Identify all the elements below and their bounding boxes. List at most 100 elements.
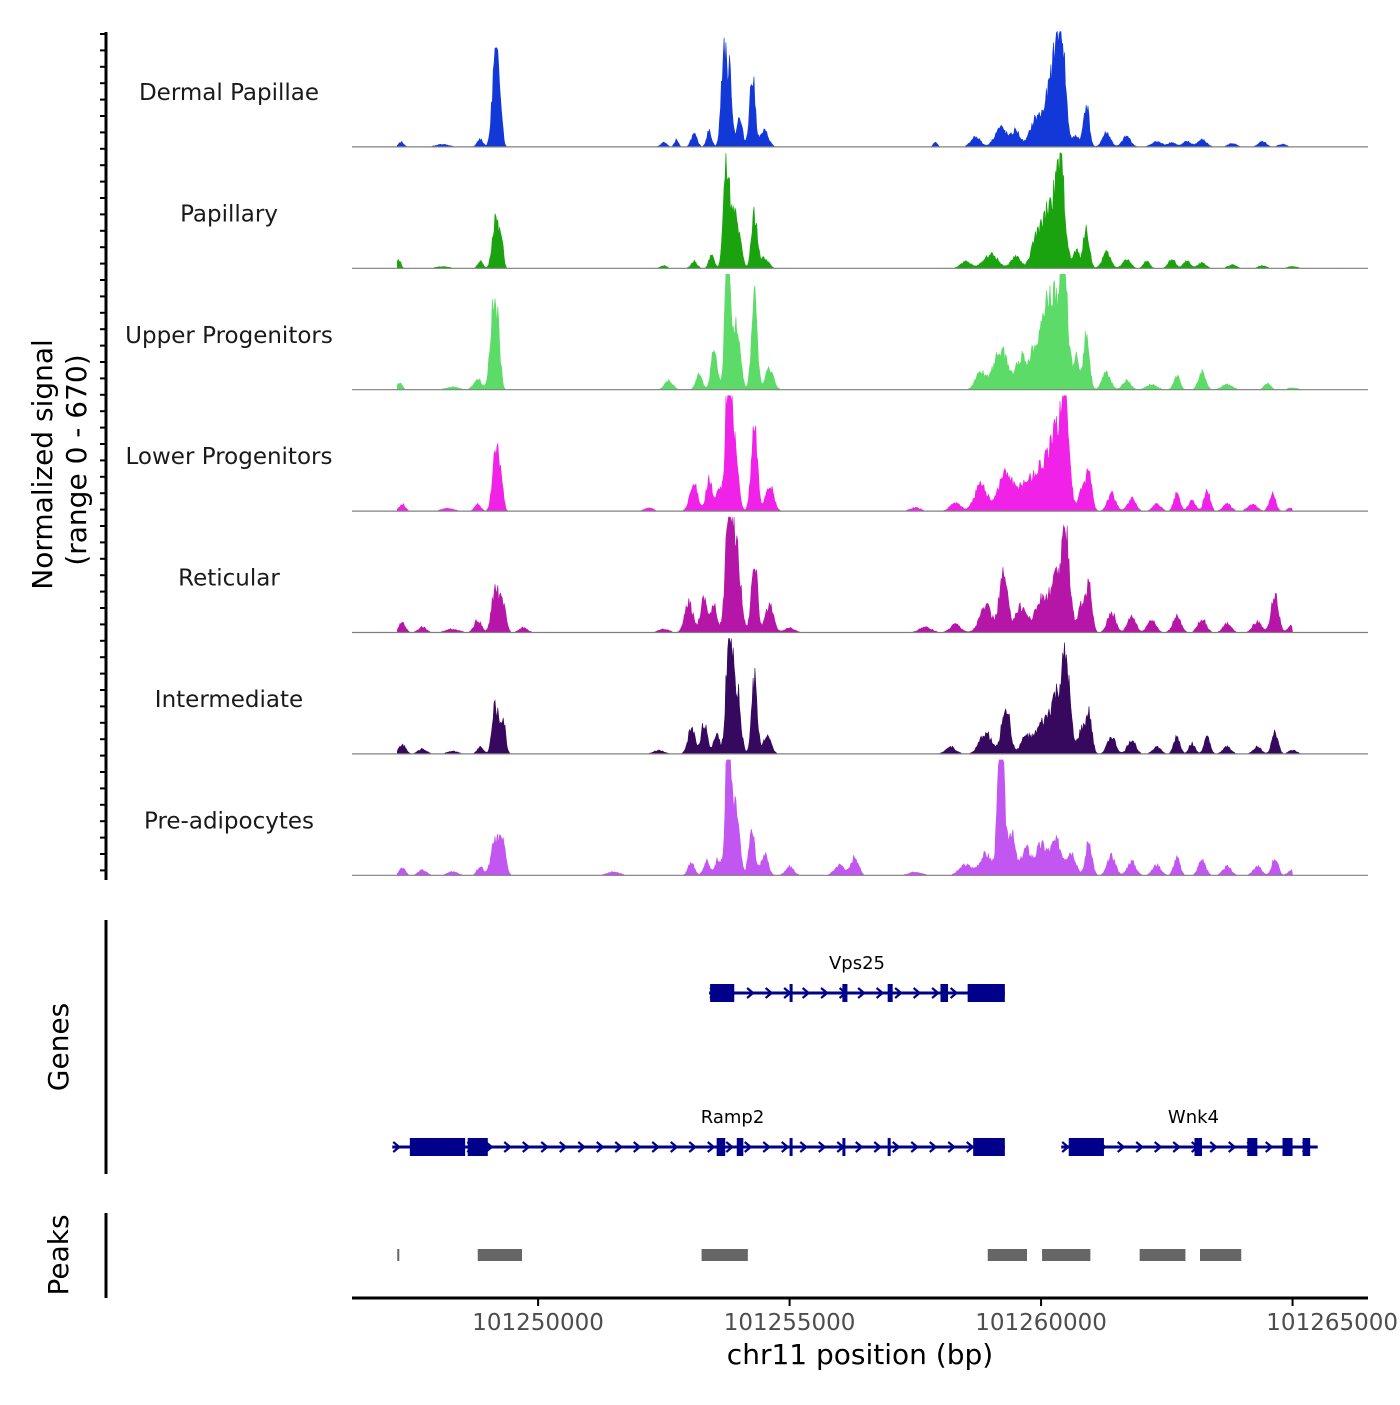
track-pre-adipocytes: Pre-adipocytes xyxy=(144,759,1368,876)
strand-arrow xyxy=(392,1141,401,1153)
track-label: Upper Progenitors xyxy=(125,323,333,349)
peak-region xyxy=(1139,1249,1186,1261)
track-label: Pre-adipocytes xyxy=(144,808,314,834)
track-signal-area xyxy=(397,274,1303,390)
strand-arrow xyxy=(875,987,885,999)
x-tick-label: 101255000 xyxy=(724,1310,856,1336)
gene-ramp2: Ramp2 xyxy=(392,1107,1005,1156)
gene-name-label: Ramp2 xyxy=(701,1107,765,1128)
strand-arrow xyxy=(1116,1141,1126,1153)
strand-arrow xyxy=(577,1141,586,1153)
strand-arrow xyxy=(799,1141,808,1153)
track-label: Intermediate xyxy=(155,687,303,713)
strand-arrow xyxy=(855,1141,864,1153)
strand-arrow xyxy=(670,1141,679,1153)
track-signal-area xyxy=(397,152,1343,269)
track-label: Lower Progenitors xyxy=(126,444,333,470)
gene-exon xyxy=(716,1138,726,1156)
strand-arrow xyxy=(818,1141,827,1153)
strand-arrow xyxy=(820,987,829,999)
signal-tracks: Dermal Papillae Papillary Upper Progenitor… xyxy=(125,30,1368,876)
gene-exon xyxy=(1302,1138,1311,1156)
peak-region xyxy=(397,1249,400,1261)
x-axis: 101250000 101255000 101260000 101265000 chr… xyxy=(352,1296,1398,1371)
peak-region xyxy=(701,1249,748,1261)
x-tick-label: 101250000 xyxy=(472,1310,604,1336)
strand-arrow xyxy=(892,1141,901,1153)
peak-region xyxy=(477,1249,523,1261)
strand-arrow xyxy=(857,987,866,999)
x-axis-ticks: 101250000 101255000 101260000 101265000 xyxy=(472,1298,1398,1336)
track-papillary: Papillary xyxy=(180,152,1368,269)
strand-arrow xyxy=(894,987,903,999)
strand-arrow xyxy=(966,1141,975,1153)
track-dermal-papillae: Dermal Papillae xyxy=(139,30,1368,148)
gene-exon xyxy=(887,1138,891,1156)
track-label: Reticular xyxy=(178,566,280,592)
peak-region xyxy=(987,1249,1027,1261)
strand-arrow xyxy=(503,1141,512,1153)
strand-arrow xyxy=(873,1141,882,1153)
strand-arrow xyxy=(1264,1141,1274,1153)
strand-arrow xyxy=(801,987,811,999)
gene-name-label: Wnk4 xyxy=(1168,1107,1219,1128)
track-signal-area xyxy=(397,30,1290,148)
track-signal-area xyxy=(397,394,1294,512)
strand-arrow xyxy=(746,987,755,999)
genes-panel: Genes Vps25 Ramp2 Wnk4 xyxy=(42,920,1318,1174)
strand-arrow xyxy=(931,987,940,999)
strand-arrow xyxy=(912,987,922,999)
coverage-panel: Normalized signal (range 0 - 670) Dermal… xyxy=(26,30,1368,880)
gene-exon xyxy=(710,984,735,1002)
gene-exon xyxy=(967,984,1005,1002)
peak-region xyxy=(1200,1249,1242,1261)
track-signal-area xyxy=(397,516,1293,633)
strand-arrow xyxy=(1172,1141,1181,1153)
track-upper-progenitors: Upper Progenitors xyxy=(125,274,1368,391)
track-label: Papillary xyxy=(180,201,278,227)
strand-arrow xyxy=(596,1141,605,1153)
gene-exon xyxy=(1194,1138,1203,1156)
gene-exon xyxy=(1068,1138,1104,1156)
track-reticular: Reticular xyxy=(178,516,1368,634)
gene-name-label: Vps25 xyxy=(829,953,885,974)
track-lower-progenitors: Lower Progenitors xyxy=(126,394,1368,512)
strand-arrow xyxy=(929,1141,938,1153)
strand-arrow xyxy=(949,987,959,999)
signal-y-axis-ticks xyxy=(100,33,106,872)
gene-exon xyxy=(842,984,848,1002)
x-axis-title: chr11 position (bp) xyxy=(727,1338,993,1371)
x-tick-label: 101265000 xyxy=(1266,1310,1398,1336)
strand-arrow xyxy=(1153,1141,1163,1153)
track-label: Dermal Papillae xyxy=(139,80,319,106)
peak-region xyxy=(1042,1249,1091,1261)
gene-exon xyxy=(736,1138,744,1156)
gene-exon xyxy=(887,984,893,1002)
strand-arrow xyxy=(1135,1141,1144,1153)
strand-arrow xyxy=(688,1141,697,1153)
peak-regions xyxy=(397,1249,1242,1261)
strand-arrow xyxy=(651,1141,660,1153)
gene-exon xyxy=(789,984,793,1002)
gene-vps25: Vps25 xyxy=(709,953,1005,1002)
gene-models: Vps25 Ramp2 Wnk4 xyxy=(392,953,1318,1156)
strand-arrow xyxy=(614,1141,623,1153)
strand-arrow xyxy=(1061,1141,1070,1153)
gene-exon xyxy=(973,1138,1005,1156)
strand-arrow xyxy=(707,1141,716,1153)
gene-exon xyxy=(409,1138,438,1156)
strand-arrow xyxy=(559,1141,568,1153)
gene-wnk4: Wnk4 xyxy=(1061,1107,1318,1156)
strand-arrow xyxy=(910,1141,919,1153)
genes-panel-label: Genes xyxy=(42,1003,75,1091)
gene-exon xyxy=(789,1138,793,1156)
strand-arrow xyxy=(633,1141,642,1153)
strand-arrow xyxy=(762,1141,771,1153)
track-intermediate: Intermediate xyxy=(155,638,1368,755)
strand-arrow xyxy=(781,1141,790,1153)
x-tick-label: 101260000 xyxy=(975,1310,1107,1336)
track-signal-area xyxy=(397,638,1303,755)
strand-arrow xyxy=(947,1141,956,1153)
